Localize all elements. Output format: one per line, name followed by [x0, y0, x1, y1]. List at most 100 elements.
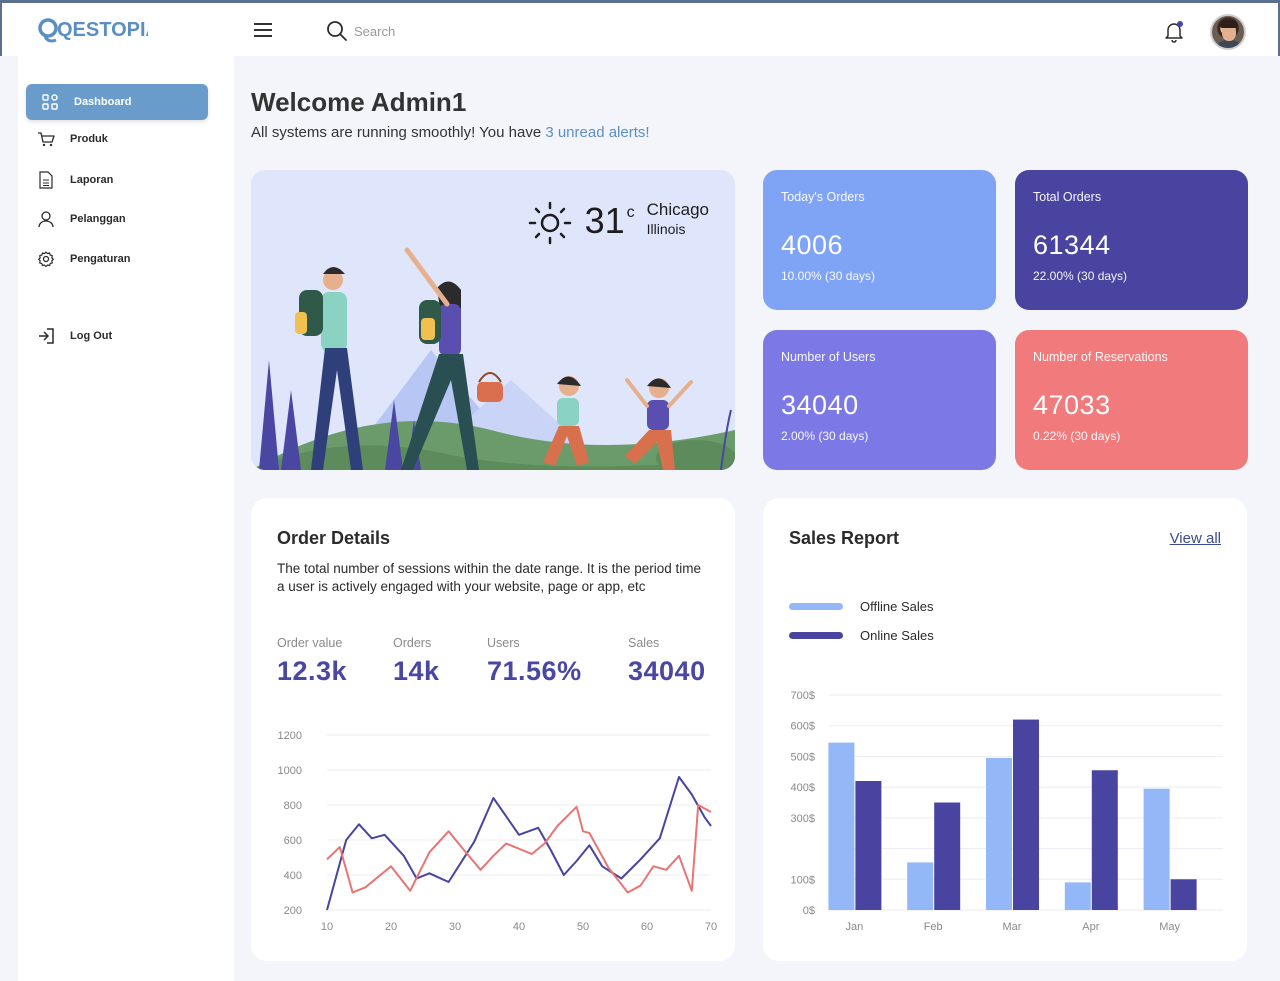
sidebar-item-label: Pelanggan [70, 213, 126, 225]
x-tick-label: Feb [924, 921, 943, 933]
order-details-title: Order Details [277, 528, 391, 548]
metric-value: 34040 [628, 656, 706, 686]
legend-label: Offline Sales [860, 599, 934, 614]
stat-card-number-of-reservations[interactable]: Number of Reservations 47033 0.22% (30 d… [1015, 330, 1248, 470]
series-line [326, 776, 712, 911]
search-input[interactable] [354, 20, 654, 42]
document-icon [36, 170, 56, 190]
sidebar-item-label: Pengaturan [70, 253, 131, 265]
x-tick-label: May [1159, 921, 1180, 933]
stat-card-number-of-users[interactable]: Number of Users 34040 2.00% (30 days) [763, 330, 996, 470]
y-tick-label: 400 [284, 870, 302, 882]
sidebar-item-pengaturan[interactable]: Pengaturan [26, 241, 208, 277]
y-tick-label: 300$ [791, 813, 815, 825]
x-tick-label: 30 [449, 921, 461, 933]
stat-change: 10.00% (30 days) [781, 269, 876, 283]
y-tick-label: 1200 [278, 730, 302, 742]
stat-label: Today's Orders [781, 190, 865, 204]
stat-label: Number of Users [781, 350, 876, 364]
x-tick-label: 10 [321, 921, 333, 933]
x-tick-label: 50 [577, 921, 589, 933]
bar [1170, 879, 1197, 910]
bar [1013, 719, 1039, 910]
metric-order-value: Order value 12.3k [277, 636, 347, 687]
menu-toggle-button[interactable] [254, 23, 272, 37]
sidebar-item-produk[interactable]: Produk [26, 121, 208, 157]
stat-card-total-orders[interactable]: Total Orders 61344 22.00% (30 days) [1015, 170, 1248, 310]
main-content: Welcome Admin1 All systems are running s… [234, 56, 1280, 981]
bar [1143, 788, 1170, 910]
x-tick-label: Mar [1003, 921, 1022, 933]
x-tick-label: 40 [513, 921, 525, 933]
metric-users: Users 71.56% [487, 636, 582, 687]
metric-label: Orders [393, 636, 432, 650]
stat-change: 0.22% (30 days) [1033, 429, 1121, 443]
logout-label: Log Out [70, 330, 113, 342]
stat-value: 61344 [1033, 230, 1111, 260]
notification-dot [1177, 21, 1183, 27]
unread-alerts-link[interactable]: 3 unread alerts! [545, 124, 650, 141]
stat-card-todays-orders[interactable]: Today's Orders 4006 10.00% (30 days) [763, 170, 996, 310]
logo-text: QESTOPIA [57, 19, 148, 41]
legend-item-offline-sales: Offline Sales [789, 599, 933, 614]
search-icon[interactable] [326, 20, 348, 42]
view-all-link[interactable]: View all [1169, 530, 1221, 547]
order-details-panel: Order Details The total number of sessio… [251, 498, 735, 961]
bar [1091, 770, 1118, 910]
bell-icon[interactable] [1162, 19, 1186, 43]
x-tick-label: Apr [1082, 921, 1099, 933]
sales-bar-chart: 0$ 100$ 300$ 400$ 500$ 600$ 700$ Jan Feb Mar Apr Ma… [791, 690, 1223, 933]
cart-icon [36, 129, 56, 149]
y-tick-label: 700$ [791, 690, 815, 702]
metric-value: 12.3k [277, 656, 348, 686]
bar [1064, 882, 1091, 910]
user-avatar[interactable] [1210, 14, 1246, 50]
gear-icon [36, 249, 56, 269]
state-name: Illinois [646, 221, 686, 237]
metric-value: 14k [393, 656, 440, 686]
y-tick-label: 800 [284, 800, 302, 812]
hamburger-line [254, 29, 272, 31]
stat-change: 22.00% (30 days) [1033, 269, 1128, 283]
grid-icon [40, 92, 60, 112]
sidebar-item-laporan[interactable]: Laporan [26, 162, 208, 198]
y-tick-label: 1000 [278, 765, 302, 777]
order-line-chart: 200 400 600 800 1000 1200 10 20 30 40 50 60 70 [278, 730, 718, 933]
avatar-face [1222, 24, 1236, 41]
temperature: 31 [584, 200, 625, 241]
sidebar-item-label: Produk [70, 133, 108, 145]
location: Chicago Illinois [647, 200, 709, 238]
qestopia-logo[interactable]: QESTOPIA [38, 15, 148, 49]
y-tick-label: 500$ [791, 751, 815, 763]
x-tick-label: Jan [846, 921, 864, 933]
hamburger-line [254, 23, 272, 25]
metric-sales: Sales 34040 [628, 636, 706, 687]
metric-label: Sales [628, 636, 660, 650]
city-name: Chicago [646, 200, 709, 219]
order-details-description: The total number of sessions within the … [277, 561, 701, 594]
y-tick-label: 600$ [791, 721, 815, 733]
y-tick-label: 100$ [791, 874, 815, 886]
legend-swatch [789, 632, 843, 639]
logout-button[interactable]: Log Out [26, 318, 208, 354]
metric-value: 71.56% [487, 656, 582, 686]
stat-value: 47033 [1033, 390, 1111, 420]
metric-label: Order value [277, 636, 343, 650]
avatar-shirt [1215, 40, 1243, 48]
stat-label: Number of Reservations [1033, 350, 1168, 364]
sales-report-panel: Sales Report View all Offline Sales Onli… [763, 498, 1247, 961]
avatar-hair [1220, 20, 1238, 28]
stat-change: 2.00% (30 days) [781, 429, 869, 443]
welcome-subtitle-text: All systems are running smoothly! You ha… [251, 124, 546, 141]
metric-label: Users [487, 636, 520, 650]
sidebar: Dashboard Produk Laporan Pelanggan Penga… [18, 56, 234, 981]
sun-icon [528, 201, 571, 245]
sidebar-item-pelanggan[interactable]: Pelanggan [26, 201, 208, 237]
y-tick-label: 200 [284, 905, 302, 917]
legend-item-online-sales: Online Sales [789, 628, 934, 643]
y-tick-label: 400$ [791, 782, 815, 794]
sidebar-item-dashboard[interactable]: Dashboard [26, 84, 208, 120]
sidebar-item-label: Dashboard [74, 96, 132, 108]
series-line [326, 804, 712, 894]
legend-swatch [789, 603, 843, 610]
